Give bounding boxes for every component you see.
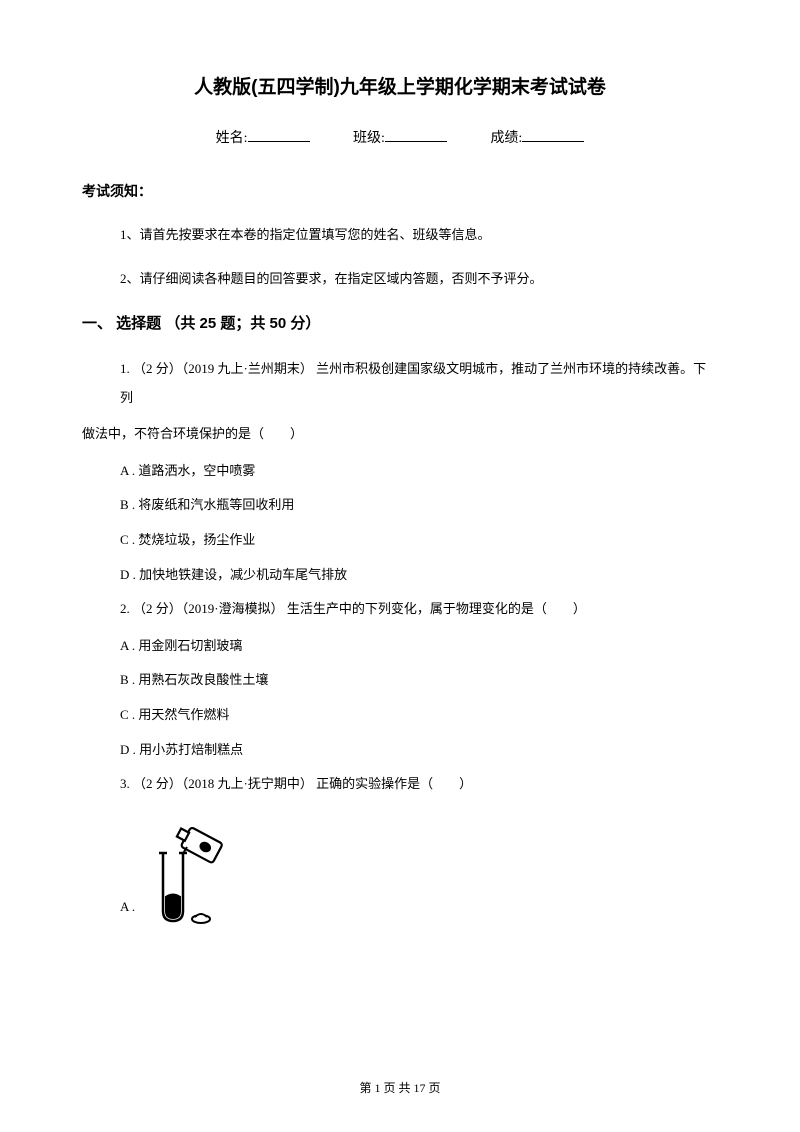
page-container: 人教版(五四学制)九年级上学期化学期末考试试卷 姓名: 班级: 成绩: 考试须知…: [0, 0, 800, 925]
q3-option-a-label: A .: [120, 899, 135, 925]
instruction-2: 2、请仔细阅读各种题目的回答要求，在指定区域内答题，否则不予评分。: [120, 269, 718, 289]
q2-option-b: B . 用熟石灰改良酸性土壤: [120, 666, 718, 695]
name-blank: [248, 141, 310, 142]
q2-option-a: A . 用金刚石切割玻璃: [120, 632, 718, 661]
q2-option-c: C . 用天然气作燃料: [120, 701, 718, 730]
q2-option-d: D . 用小苏打焙制糕点: [120, 736, 718, 765]
score-blank: [522, 141, 584, 142]
q1-stem-line1: 1. （2 分）（2019 九上·兰州期末） 兰州市积极创建国家级文明城市，推动…: [120, 355, 718, 412]
page-footer: 第 1 页 共 17 页: [0, 1079, 800, 1096]
test-tube-pouring-icon: [143, 817, 235, 925]
class-blank: [385, 141, 447, 142]
instruction-1: 1、请首先按要求在本卷的指定位置填写您的姓名、班级等信息。: [120, 225, 718, 245]
q3-stem: 3. （2 分）（2018 九上·抚宁期中） 正确的实验操作是（ ）: [120, 770, 718, 799]
q1-option-b: B . 将废纸和汽水瓶等回收利用: [120, 491, 718, 520]
score-label: 成绩:: [490, 127, 522, 147]
q1-option-c: C . 焚烧垃圾，扬尘作业: [120, 526, 718, 555]
q3-option-a-row: A .: [120, 817, 718, 925]
q1-stem-line2: 做法中，不符合环境保护的是（ ）: [82, 420, 718, 449]
section-heading: 一、 选择题 （共 25 题；共 50 分）: [82, 312, 718, 333]
q1-option-a: A . 道路洒水，空中喷雾: [120, 457, 718, 486]
exam-title: 人教版(五四学制)九年级上学期化学期末考试试卷: [82, 72, 718, 99]
class-label: 班级:: [353, 127, 385, 147]
q2-stem: 2. （2 分）（2019·澄海模拟） 生活生产中的下列变化，属于物理变化的是（…: [120, 595, 718, 624]
student-info-line: 姓名: 班级: 成绩:: [82, 127, 718, 147]
q1-option-d: D . 加快地铁建设，减少机动车尾气排放: [120, 561, 718, 590]
instructions-heading: 考试须知：: [82, 181, 718, 201]
name-label: 姓名:: [216, 127, 248, 147]
